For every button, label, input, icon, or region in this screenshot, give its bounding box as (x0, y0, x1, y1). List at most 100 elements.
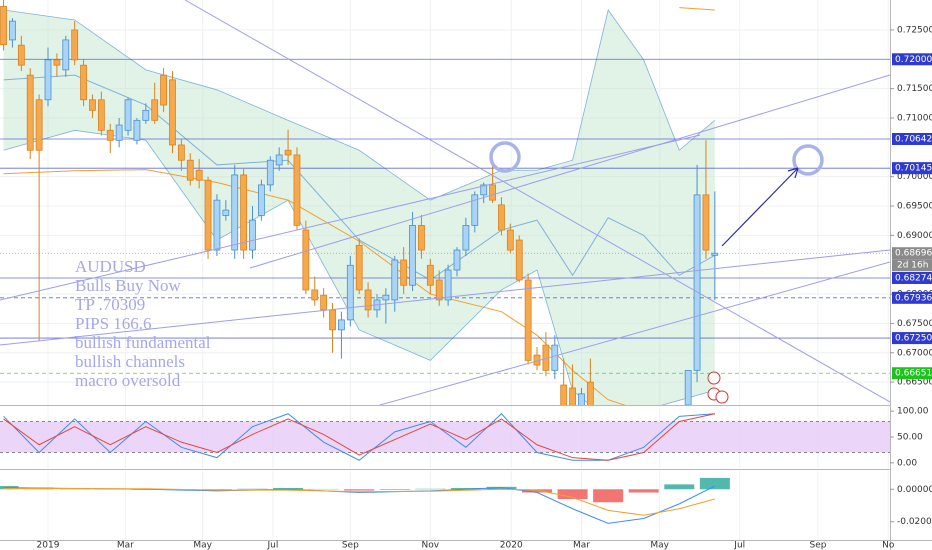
moving-average (3, 169, 626, 405)
price-label-box (892, 291, 932, 304)
candle-body (257, 184, 265, 216)
trend-line (0, 249, 890, 346)
candle-body (346, 264, 354, 321)
candle-body (489, 184, 496, 201)
stoch-band (0, 421, 890, 453)
candle-body (177, 144, 185, 161)
macd-histogram-bar (273, 487, 304, 490)
y-tick-label: -0.02000 (897, 517, 932, 527)
bollinger-band (3, 9, 715, 405)
macd-histogram-bar (450, 487, 481, 490)
candle-body (222, 209, 230, 216)
candle-body (329, 309, 336, 331)
trend-line (0, 134, 701, 301)
candle-body (506, 229, 514, 251)
y-tick-label: 0.71500 (897, 84, 932, 94)
x-tick-label: No (882, 541, 895, 550)
candle-body (26, 74, 34, 151)
candle-body (266, 159, 274, 186)
x-tick-label: Jul (267, 541, 279, 550)
candle-body (89, 99, 96, 111)
annotation-line: macro oversold (75, 371, 181, 390)
price-label-box (892, 162, 932, 175)
countdown: 2d 16h (897, 261, 928, 271)
x-tick-label: Sep (809, 541, 826, 550)
price-label: 0.72000 (895, 55, 932, 65)
candle-body (586, 381, 594, 405)
price-label: 0.67936 (895, 293, 932, 303)
y-tick-label: 0.66500 (897, 378, 932, 388)
macd-histogram-bar (344, 489, 375, 491)
x-tick-label: Nov (422, 541, 440, 550)
candle-body (231, 174, 239, 251)
bb-lower (3, 129, 715, 405)
y-tick-label: 0.70000 (897, 172, 932, 182)
candle-body (169, 79, 176, 146)
candle-body (9, 20, 16, 41)
price-label-box (892, 53, 932, 66)
stoch-k (3, 413, 715, 461)
price-label: 0.68274 (895, 273, 932, 283)
candle-body (409, 224, 416, 286)
candle-body (471, 194, 479, 226)
x-tick-label: May (650, 541, 669, 550)
candle-body (160, 74, 167, 106)
candle-body (275, 154, 283, 166)
y-tick-label: 0.67500 (897, 319, 932, 329)
annotation-symbol: AUDUSD (75, 257, 146, 276)
candle-body (364, 289, 372, 311)
arrow-head (787, 167, 799, 179)
bb-upper (3, 9, 716, 201)
macd-histogram-bar (628, 489, 659, 493)
candle-body (462, 224, 470, 251)
annotation-line: bullish fundamental (75, 333, 211, 352)
annotation-line: PIPS 166.6 (75, 314, 152, 333)
candle-body (311, 289, 319, 301)
trend-line (249, 74, 890, 269)
annotation-line: Bulls Buy Now (75, 276, 182, 295)
price-label-box (892, 332, 932, 345)
y-tick-label: 0.00 (897, 458, 917, 468)
candle-body (498, 204, 505, 231)
candle-body (35, 99, 43, 151)
candle-body (320, 294, 328, 311)
candle-body (124, 99, 132, 131)
candle-body (480, 184, 488, 196)
macd-histogram-bar (664, 484, 695, 490)
y-tick-label: 0.72500 (897, 25, 932, 35)
x-tick-label: Mar (573, 541, 590, 550)
x-tick-label: Sep (342, 541, 359, 550)
candle-body (684, 369, 692, 405)
candle-body (44, 59, 52, 101)
macd-histogram-bar (557, 489, 588, 500)
y-tick-label: 0.69000 (897, 231, 932, 241)
candle-body (418, 224, 425, 251)
countdown-box (892, 259, 932, 272)
candle-body (186, 159, 194, 181)
candle-body (693, 194, 701, 371)
candle-body (702, 194, 710, 251)
candle-body (569, 387, 576, 405)
macd-histogram-bar (522, 489, 553, 493)
annotation-line: bullish channels (75, 352, 185, 371)
event-icon (707, 371, 721, 385)
candle-body (142, 109, 150, 121)
annotation-line: TP .70309 (75, 295, 145, 314)
candle-body (551, 344, 559, 371)
candle-body (53, 59, 61, 66)
candle-body (204, 179, 212, 251)
price-label: 0.70145 (895, 164, 932, 174)
x-tick-label: Jul (733, 541, 745, 550)
candle-body (151, 99, 159, 121)
candle-body (515, 239, 523, 281)
price-label-box (892, 247, 932, 260)
candle-body (711, 252, 719, 256)
x-tick-label: Mar (117, 541, 134, 550)
price-label: 0.70642 (895, 134, 932, 144)
candle-body (71, 29, 79, 61)
x-tick-label: 2020 (500, 541, 523, 550)
